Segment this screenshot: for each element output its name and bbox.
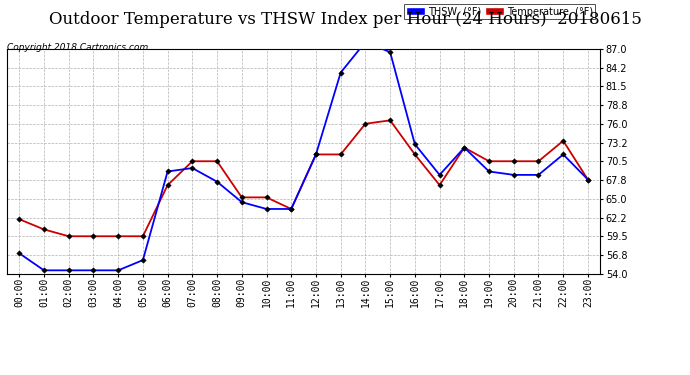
Text: Outdoor Temperature vs THSW Index per Hour (24 Hours)  20180615: Outdoor Temperature vs THSW Index per Ho…: [48, 11, 642, 28]
Text: Copyright 2018 Cartronics.com: Copyright 2018 Cartronics.com: [7, 43, 148, 52]
Legend: THSW  (°F), Temperature  (°F): THSW (°F), Temperature (°F): [404, 4, 595, 19]
